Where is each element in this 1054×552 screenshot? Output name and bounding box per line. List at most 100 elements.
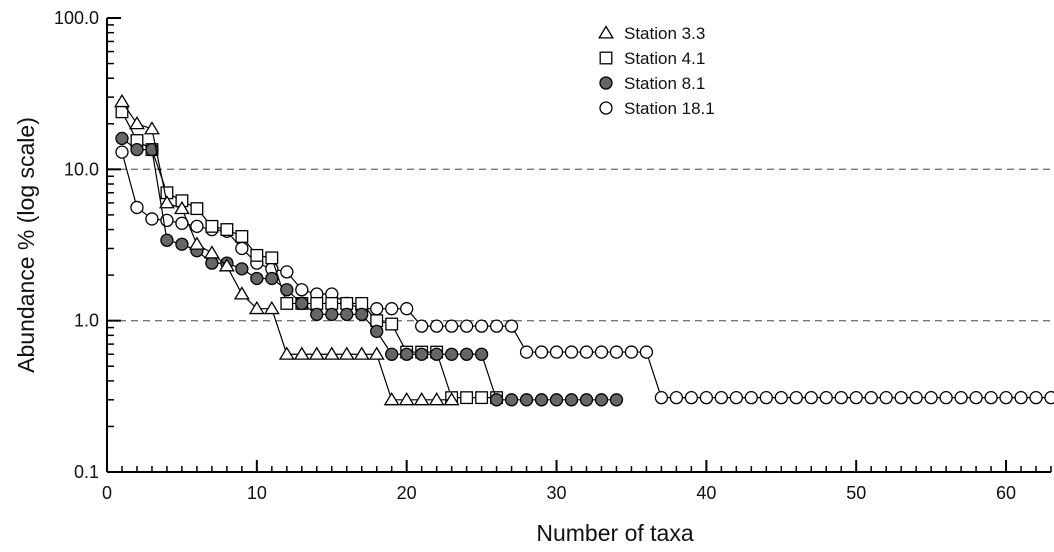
data-point bbox=[1044, 390, 1054, 405]
data-point bbox=[489, 393, 504, 407]
legend-item: Station 4.1 bbox=[599, 49, 705, 68]
data-point bbox=[459, 319, 474, 333]
data-point bbox=[355, 296, 369, 310]
data-point bbox=[534, 393, 549, 407]
data-point bbox=[879, 390, 893, 405]
data-point bbox=[489, 319, 504, 333]
data-point bbox=[400, 302, 414, 316]
data-point bbox=[549, 393, 564, 407]
data-point bbox=[203, 245, 220, 259]
series-1 bbox=[115, 105, 504, 405]
legend-marker bbox=[599, 101, 613, 115]
data-point bbox=[114, 93, 130, 108]
data-point bbox=[594, 345, 609, 359]
data-point bbox=[444, 347, 459, 361]
series-3 bbox=[115, 145, 1054, 405]
y-tick-label: 100.0 bbox=[54, 8, 99, 28]
axes bbox=[106, 18, 1051, 473]
legend-marker bbox=[599, 76, 613, 90]
data-point bbox=[340, 307, 354, 322]
data-point bbox=[413, 392, 430, 406]
data-point bbox=[235, 230, 249, 243]
data-point bbox=[265, 271, 279, 286]
legend-item: Station 8.1 bbox=[599, 74, 705, 93]
data-point bbox=[999, 390, 1013, 405]
data-point bbox=[564, 393, 579, 407]
data-point bbox=[368, 346, 385, 360]
data-point bbox=[415, 347, 429, 361]
x-tick-label: 40 bbox=[696, 483, 716, 503]
legend-label: Station 18.1 bbox=[624, 99, 715, 118]
legend-label: Station 4.1 bbox=[624, 49, 705, 68]
data-point bbox=[400, 347, 414, 361]
data-point bbox=[250, 271, 264, 286]
data-point bbox=[654, 390, 669, 405]
data-point bbox=[190, 202, 204, 216]
data-point bbox=[460, 391, 474, 405]
data-point bbox=[744, 390, 758, 405]
data-point bbox=[459, 347, 474, 361]
data-point bbox=[310, 296, 324, 310]
y-axis-title: Abundance % (log scale) bbox=[13, 117, 39, 373]
data-point bbox=[699, 390, 714, 405]
data-point bbox=[173, 200, 190, 215]
data-point bbox=[128, 116, 145, 130]
data-point bbox=[969, 390, 983, 405]
data-point bbox=[250, 248, 264, 262]
data-point bbox=[280, 265, 294, 279]
x-tick-label: 60 bbox=[996, 483, 1016, 503]
data-point bbox=[308, 346, 325, 360]
data-point bbox=[789, 390, 803, 405]
data-point bbox=[609, 345, 624, 359]
data-point bbox=[474, 347, 489, 361]
x-axis-title: Number of taxa bbox=[536, 520, 693, 546]
data-point bbox=[834, 390, 848, 405]
data-point bbox=[295, 296, 309, 311]
data-point bbox=[280, 283, 294, 297]
data-point bbox=[430, 319, 444, 333]
data-point bbox=[714, 390, 728, 405]
data-point bbox=[325, 307, 339, 322]
series-0 bbox=[114, 93, 460, 406]
legend-marker bbox=[599, 51, 613, 65]
data-point bbox=[1029, 390, 1043, 405]
data-point bbox=[684, 390, 699, 405]
data-point bbox=[220, 223, 234, 237]
data-point bbox=[325, 296, 339, 310]
x-tick-label: 10 bbox=[247, 483, 267, 503]
x-tick-label: 20 bbox=[397, 483, 417, 503]
data-point bbox=[205, 256, 219, 270]
data-point bbox=[385, 317, 399, 331]
data-point bbox=[669, 390, 684, 405]
data-point bbox=[218, 258, 235, 272]
data-point bbox=[355, 307, 369, 322]
legend-label: Station 3.3 bbox=[624, 24, 705, 43]
data-point bbox=[175, 237, 189, 251]
data-point bbox=[370, 302, 384, 316]
data-point bbox=[549, 345, 564, 359]
data-point bbox=[280, 296, 294, 310]
data-point bbox=[415, 319, 429, 333]
data-point bbox=[519, 345, 534, 359]
data-point bbox=[984, 390, 998, 405]
data-point bbox=[804, 390, 818, 405]
data-point bbox=[894, 390, 908, 405]
data-point bbox=[430, 347, 444, 361]
data-point bbox=[188, 236, 205, 250]
legend-marker bbox=[598, 25, 614, 39]
data-point bbox=[278, 346, 295, 360]
data-point bbox=[504, 319, 519, 333]
data-point bbox=[158, 195, 175, 209]
data-point bbox=[729, 390, 743, 405]
data-point bbox=[190, 219, 204, 233]
data-point bbox=[383, 392, 400, 406]
x-tick-label: 50 bbox=[846, 483, 866, 503]
data-point bbox=[370, 324, 384, 338]
data-point bbox=[774, 390, 788, 405]
legend: Station 3.3 Station 4.1 Station 8.1 Station… bbox=[598, 24, 715, 118]
y-tick-label: 10.0 bbox=[64, 159, 99, 179]
data-point bbox=[263, 300, 280, 315]
data-point bbox=[939, 390, 953, 405]
data-point bbox=[385, 302, 399, 316]
